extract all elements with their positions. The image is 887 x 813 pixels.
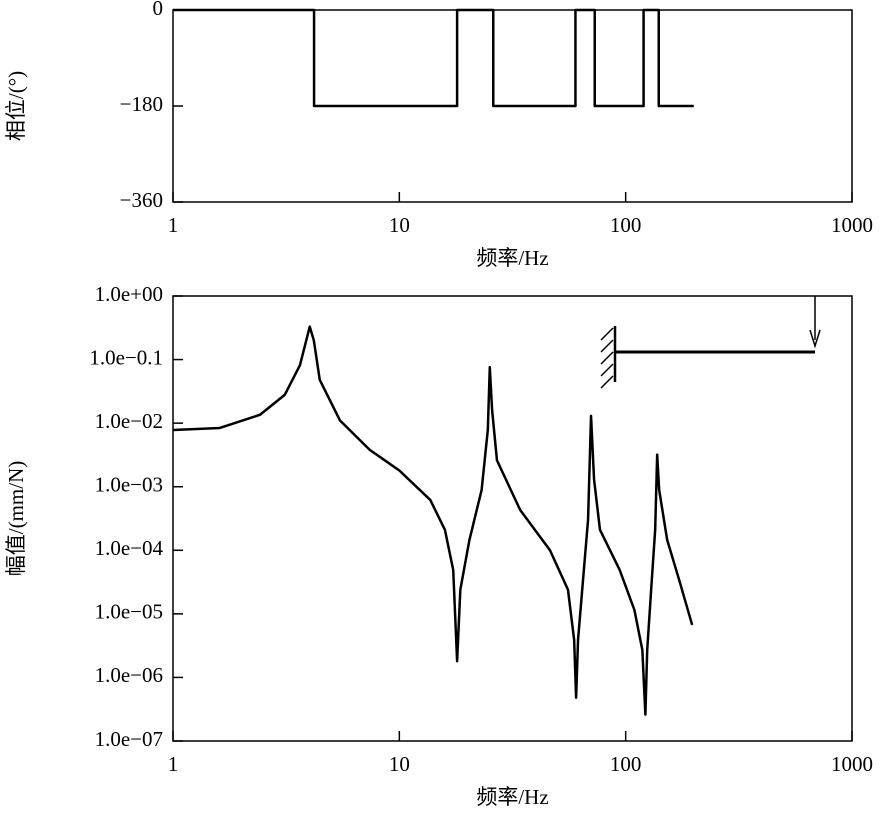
y-tick-label: 1.0e−06: [95, 663, 163, 687]
y-tick-label: 1.0e+00: [95, 282, 163, 306]
x-tick-label: 10: [389, 752, 410, 776]
cantilever-icon: [600, 296, 821, 389]
x-tick-label: 1: [168, 752, 179, 776]
x-tick-label: 100: [610, 213, 642, 237]
data-line: [173, 8, 694, 108]
plot-frame: [172, 295, 853, 742]
x-tick-label: 1000: [831, 213, 873, 237]
y-tick-label: −360: [120, 188, 163, 212]
y-tick-label: 1.0e−02: [95, 409, 163, 433]
x-tick-label: 10: [389, 213, 410, 237]
x-tick-label: 100: [610, 752, 642, 776]
y-axis-label: 幅值/(mm/N): [4, 461, 28, 577]
y-tick-label: −180: [120, 92, 163, 116]
y-tick-label: 1.0e−07: [95, 727, 163, 751]
x-axis-label: 频率/Hz: [476, 246, 548, 270]
y-tick-label: 1.0e−05: [95, 600, 163, 624]
y-axis-label: 相位/(°): [4, 71, 28, 141]
x-tick-label: 1: [168, 213, 179, 237]
y-tick-label: 0: [153, 0, 164, 20]
data-line: [172, 325, 694, 716]
x-axis-label: 频率/Hz: [476, 785, 548, 809]
x-tick-label: 1000: [831, 752, 873, 776]
y-tick-label: 1.0e−04: [95, 536, 164, 560]
y-tick-label: 1.0e−0.1: [89, 345, 163, 369]
y-tick-label: 1.0e−03: [95, 473, 163, 497]
